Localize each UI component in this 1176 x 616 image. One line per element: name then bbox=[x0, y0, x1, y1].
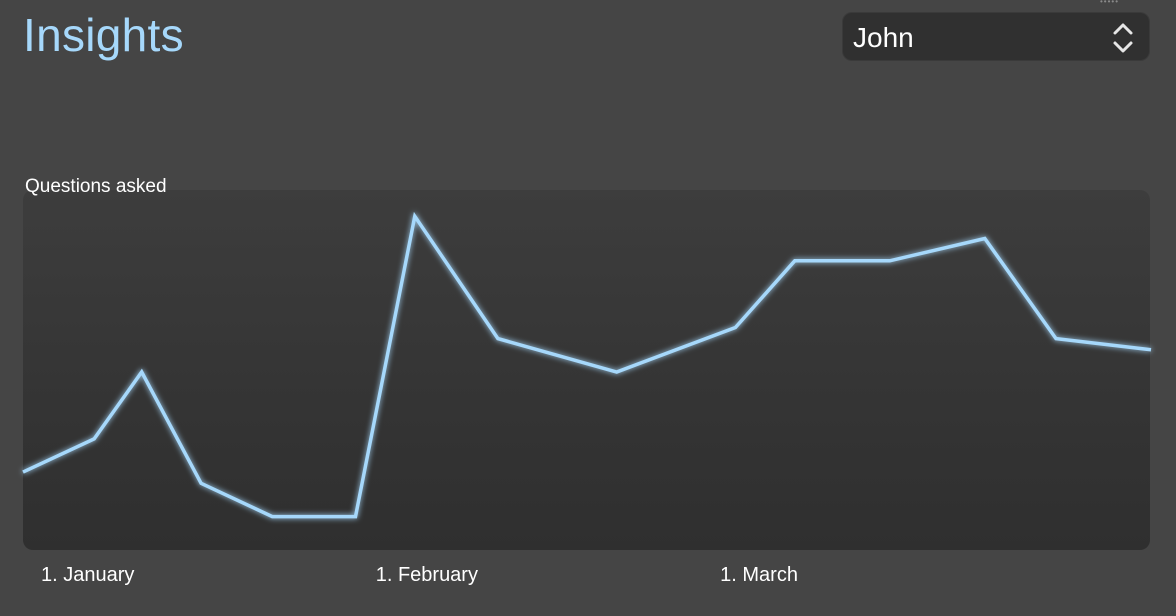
x-tick-label-february: 1. February bbox=[375, 564, 478, 586]
user-select-value: John bbox=[853, 22, 914, 53]
series-line bbox=[22, 211, 1152, 519]
user-select[interactable]: John bbox=[842, 12, 1150, 61]
page-title: Insights bbox=[23, 9, 184, 61]
y-axis-label: Questions asked bbox=[25, 176, 167, 197]
x-tick-label-january: 1. January bbox=[41, 564, 135, 586]
resize-handle-icon[interactable]: ••••• bbox=[1100, 0, 1140, 4]
chevron-up-down-icon bbox=[1113, 23, 1133, 53]
chart-plot-area bbox=[23, 190, 1150, 550]
x-tick-label-march: 1. March bbox=[720, 564, 798, 586]
